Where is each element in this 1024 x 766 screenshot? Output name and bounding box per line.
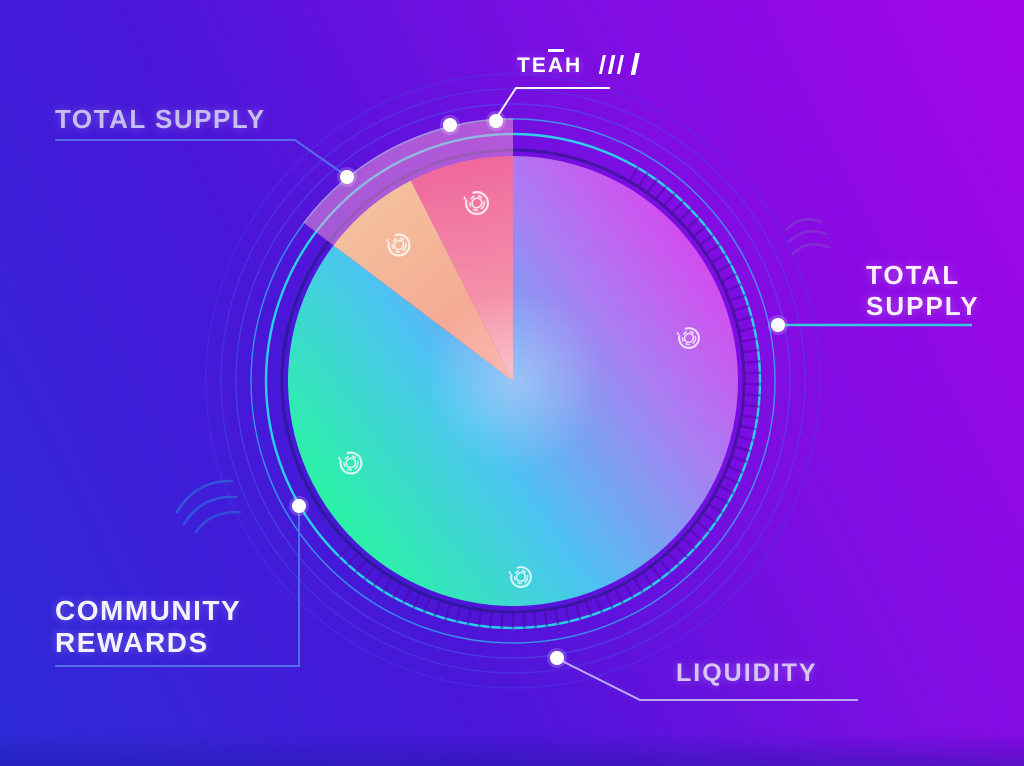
- wing-arc: [194, 510, 242, 534]
- ring: [235, 103, 791, 659]
- anchor-dot: [340, 170, 354, 184]
- glitch-marks: [548, 49, 640, 75]
- pie-slices: [288, 156, 738, 607]
- team-glitch-bar: [630, 53, 640, 75]
- leader-total-supply-left: [55, 139, 346, 176]
- callout-team: TEAH: [517, 54, 582, 78]
- anchor-dot: [292, 499, 306, 513]
- callout-total-supply-left: TOTAL SUPPLY: [55, 104, 266, 135]
- callout-total-supply-right-line1: TOTAL: [866, 260, 961, 290]
- team-glitch-bar: [598, 55, 606, 74]
- wing-accents: [175, 218, 830, 534]
- callout-total-supply-right-line2: SUPPLY: [866, 291, 980, 321]
- anchor-dot: [550, 651, 564, 665]
- anchor-dot: [771, 318, 785, 332]
- leader-team: [494, 87, 610, 121]
- callout-community-rewards: COMMUNITY REWARDS: [55, 595, 241, 659]
- highlight-wedge: [303, 118, 513, 246]
- team-macron-bar: [548, 49, 564, 52]
- wing-arc: [784, 218, 824, 232]
- callout-community-rewards-line1: COMMUNITY: [55, 595, 242, 626]
- ring: [220, 88, 806, 674]
- wing-arc: [175, 479, 234, 514]
- anchor-dot: [489, 114, 503, 128]
- callout-team-text: TEAH: [517, 54, 583, 77]
- callout-total-supply-left-text: TOTAL SUPPLY: [55, 104, 266, 134]
- callout-liquidity: LIQUIDITY: [676, 659, 818, 688]
- leader-community-rewards: [55, 509, 300, 667]
- wing-arc: [182, 495, 238, 526]
- wing-arc: [791, 242, 830, 256]
- anchor-dot: [443, 118, 457, 132]
- leader-lines: [55, 87, 972, 701]
- team-glitch-bar: [607, 55, 616, 74]
- ring: [205, 73, 821, 689]
- center-glow: [423, 291, 603, 471]
- leader-liquidity: [557, 658, 858, 701]
- callout-liquidity-text: LIQUIDITY: [676, 659, 818, 687]
- callout-community-rewards-line2: REWARDS: [55, 627, 209, 658]
- callout-total-supply-right: TOTAL SUPPLY: [866, 260, 980, 322]
- tick-band: [337, 166, 761, 629]
- anchor-dots: [289, 111, 788, 668]
- tick-band-arc: [337, 166, 761, 629]
- team-glitch-bar: [616, 55, 624, 74]
- wing-arc: [787, 230, 828, 244]
- highlight-wedge-band: [303, 118, 513, 246]
